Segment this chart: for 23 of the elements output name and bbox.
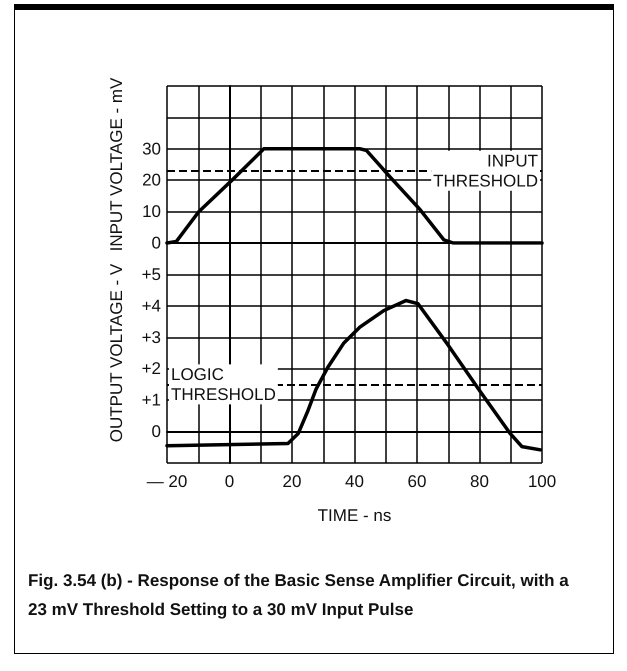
x-tick-label: 60 — [408, 472, 426, 491]
x-tick-label: 100 — [528, 472, 556, 491]
x-tick-label: 40 — [345, 472, 364, 491]
y-tick-label: 0 — [152, 234, 161, 252]
y-tick-label: 30 — [142, 139, 161, 158]
caption: Fig. 3.54 (b) - Response of the Basic Sense Amplifier Circuit, with a 23 mV Threshold Setting to a 30 mV Input Pulse — [28, 571, 574, 619]
y-axis-title: OUTPUT VOLTAGE - V — [107, 263, 126, 442]
ref-line-label: INPUT THRESHOLD — [433, 151, 538, 190]
y-tick-label: +5 — [142, 264, 161, 284]
x-tick-label: 80 — [470, 472, 489, 491]
y-tick-label: 10 — [142, 202, 161, 222]
ref-line-label: LOGIC THRESHOLD — [171, 364, 276, 404]
x-axis-title: TIME - ns — [318, 506, 392, 525]
y-tick-label: +3 — [142, 328, 161, 347]
x-tick-label: — 20 — [146, 472, 188, 491]
y-tick-label: +4 — [142, 296, 161, 316]
y-tick-label: +1 — [142, 390, 161, 410]
y-tick-label: 0 — [152, 422, 161, 442]
y-tick-label: 20 — [142, 170, 161, 190]
y-tick-label: +2 — [142, 359, 161, 378]
y-axis-title: INPUT VOLTAGE - mV — [107, 76, 126, 252]
x-tick-label: 20 — [282, 472, 302, 491]
x-tick-label: 0 — [224, 472, 234, 491]
